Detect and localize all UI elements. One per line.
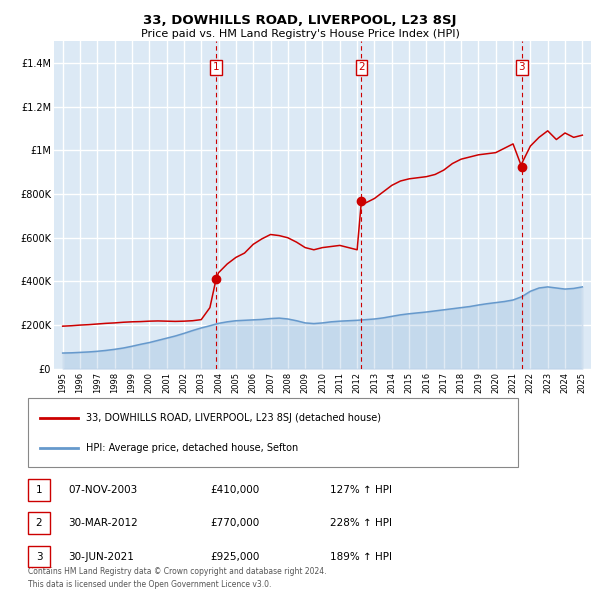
Text: 30-MAR-2012: 30-MAR-2012 (68, 518, 138, 528)
Text: £410,000: £410,000 (210, 485, 259, 494)
Text: 3: 3 (35, 552, 43, 562)
Text: Contains HM Land Registry data © Crown copyright and database right 2024.
This d: Contains HM Land Registry data © Crown c… (28, 568, 326, 589)
Text: 33, DOWHILLS ROAD, LIVERPOOL, L23 8SJ: 33, DOWHILLS ROAD, LIVERPOOL, L23 8SJ (143, 14, 457, 27)
Bar (28, 398, 518, 467)
Text: 33, DOWHILLS ROAD, LIVERPOOL, L23 8SJ (detached house): 33, DOWHILLS ROAD, LIVERPOOL, L23 8SJ (d… (86, 412, 381, 422)
Bar (28, 512, 50, 534)
Text: 2: 2 (35, 518, 43, 528)
Text: £770,000: £770,000 (210, 518, 259, 528)
Text: 1: 1 (35, 485, 43, 494)
Text: Price paid vs. HM Land Registry's House Price Index (HPI): Price paid vs. HM Land Registry's House … (140, 30, 460, 39)
Text: 127% ↑ HPI: 127% ↑ HPI (330, 485, 392, 494)
Text: £925,000: £925,000 (210, 552, 259, 562)
Text: HPI: Average price, detached house, Sefton: HPI: Average price, detached house, Seft… (86, 443, 298, 453)
Bar (28, 479, 50, 500)
Bar (28, 546, 50, 568)
Text: 30-JUN-2021: 30-JUN-2021 (68, 552, 134, 562)
Text: 189% ↑ HPI: 189% ↑ HPI (330, 552, 392, 562)
Text: 07-NOV-2003: 07-NOV-2003 (68, 485, 137, 494)
Text: 228% ↑ HPI: 228% ↑ HPI (330, 518, 392, 528)
Text: 3: 3 (518, 63, 525, 73)
Text: 2: 2 (358, 63, 365, 73)
Text: 1: 1 (213, 63, 220, 73)
